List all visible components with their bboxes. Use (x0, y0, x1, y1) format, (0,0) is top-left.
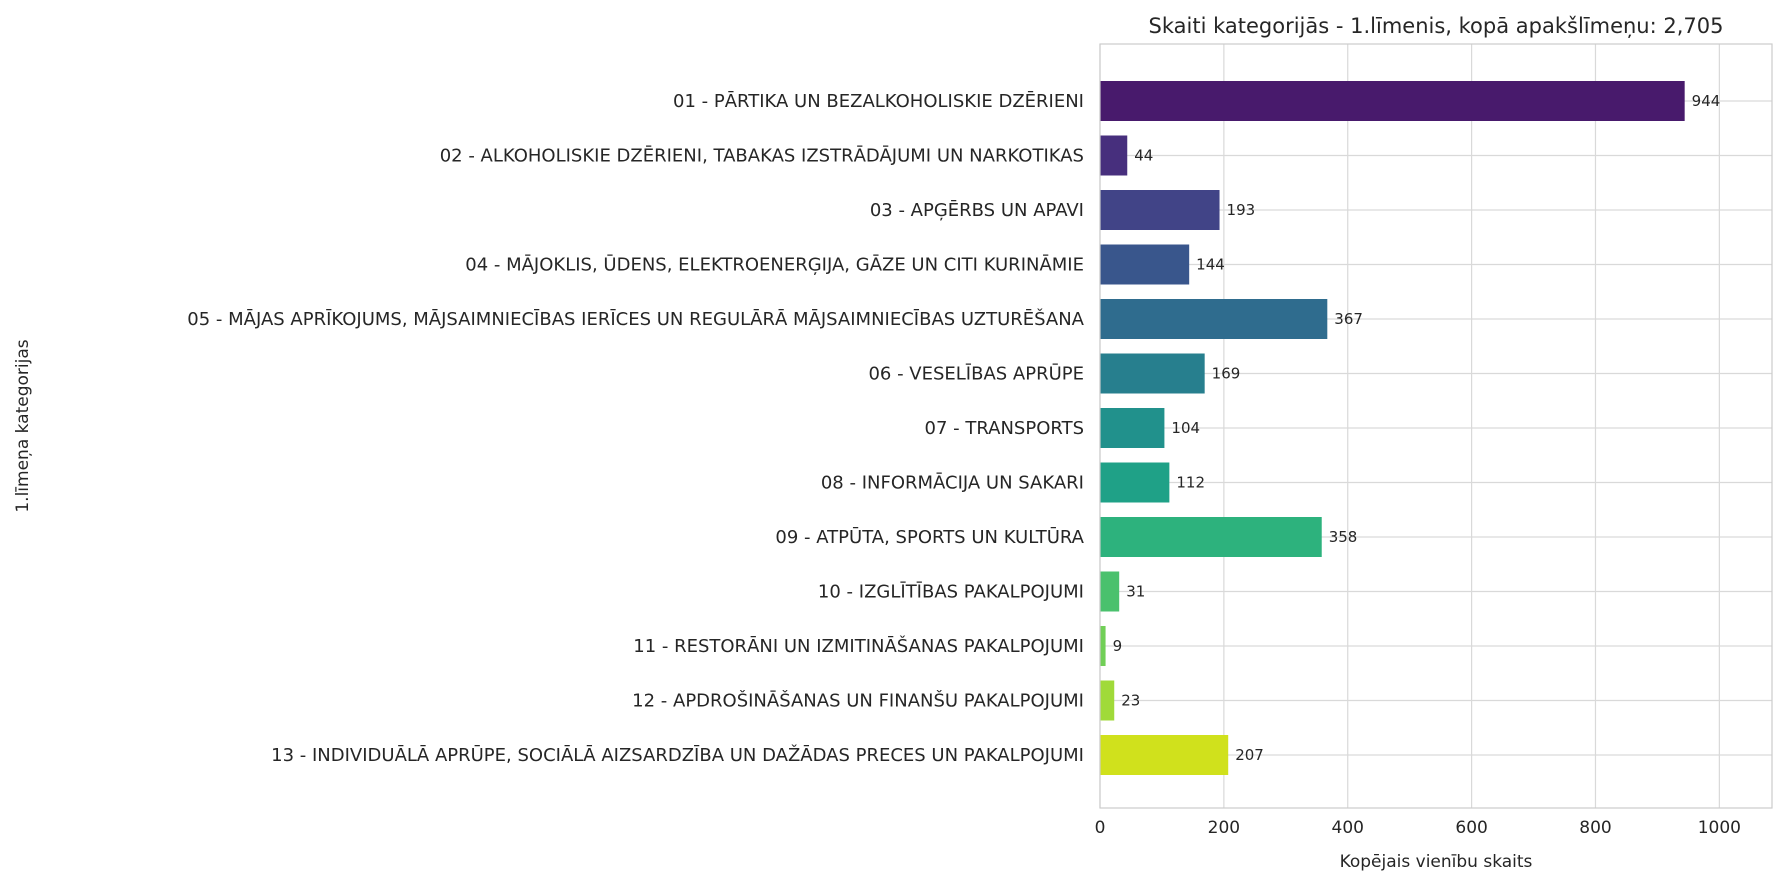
x-tick-label: 800 (1579, 818, 1611, 838)
bar (1100, 571, 1120, 612)
category-label: 13 - INDIVIDUĀLĀ APRŪPE, SOCIĀLĀ AIZSARD… (271, 744, 1084, 766)
value-labels: 944 44 193 144 367 169 104 112 358 31 9 23 207 (1113, 92, 1721, 764)
value-label: 193 (1227, 201, 1256, 219)
bar (1100, 190, 1220, 230)
category-label: 04 - MĀJOKLIS, ŪDENS, ELEKTROENERĢIJA, G… (465, 254, 1084, 276)
bar (1100, 299, 1328, 339)
y-axis-label: 1.līmeņa kategorijas (13, 339, 33, 512)
gridlines (1099, 44, 1772, 808)
x-tick-label: 400 (1332, 818, 1364, 838)
value-label: 207 (1235, 746, 1264, 764)
category-label: 11 - RESTORĀNI UN IZMITINĀŠANAS PAKALPOJ… (633, 635, 1084, 657)
category-label: 05 - MĀJAS APRĪKOJUMS, MĀJSAIMNIECĪBAS I… (187, 308, 1084, 330)
value-label: 367 (1334, 310, 1363, 328)
value-label: 169 (1212, 365, 1241, 383)
category-label: 09 - ATPŪTA, SPORTS UN KULTŪRA (775, 526, 1084, 548)
bar (1100, 81, 1685, 121)
plot-frame (1099, 43, 1773, 809)
x-tick-label: 600 (1455, 818, 1487, 838)
x-tick-label: 1000 (1698, 818, 1741, 838)
category-label: 12 - APDROŠINĀŠANAS UN FINANŠU PAKALPOJU… (632, 690, 1084, 712)
bar (1100, 462, 1170, 503)
value-label: 31 (1126, 583, 1145, 601)
bar (1100, 680, 1115, 721)
category-label: 03 - APĢĒRBS UN APAVI (870, 199, 1084, 221)
value-label: 112 (1176, 474, 1205, 492)
x-tick-label: 0 (1095, 818, 1106, 838)
bar (1100, 244, 1190, 285)
bar (1100, 517, 1322, 557)
bar (1100, 626, 1106, 666)
value-label: 104 (1171, 419, 1200, 437)
bar (1100, 735, 1229, 775)
category-label: 06 - VESELĪBAS APRŪPE (868, 363, 1084, 385)
category-label: 10 - IZGLĪTĪBAS PAKALPOJUMI (818, 581, 1084, 603)
value-label: 9 (1113, 637, 1123, 655)
category-label: 08 - INFORMĀCIJA UN SAKARI (821, 472, 1084, 494)
bar (1100, 135, 1128, 176)
bar (1100, 353, 1205, 394)
chart-title: Skaiti kategorijās - 1.līmenis, kopā apa… (1149, 14, 1724, 38)
x-tick-labels: 0 200 400 600 800 1000 (1095, 818, 1741, 838)
category-label: 07 - TRANSPORTS (925, 418, 1084, 439)
category-label: 01 - PĀRTIKA UN BEZALKOHOLISKIE DZĒRIENI (673, 90, 1084, 112)
x-tick-label: 200 (1208, 818, 1240, 838)
value-label: 44 (1134, 147, 1153, 165)
bar (1100, 408, 1165, 448)
bars (1100, 81, 1685, 775)
value-label: 944 (1692, 92, 1721, 110)
category-label: 02 - ALKOHOLISKIE DZĒRIENI, TABAKAS IZST… (440, 145, 1084, 167)
value-label: 358 (1329, 528, 1358, 546)
value-label: 144 (1196, 256, 1225, 274)
category-labels: 01 - PĀRTIKA UN BEZALKOHOLISKIE DZĒRIENI… (187, 90, 1084, 766)
x-axis-label: Kopējais vienību skaits (1340, 852, 1533, 872)
value-label: 23 (1121, 692, 1140, 710)
